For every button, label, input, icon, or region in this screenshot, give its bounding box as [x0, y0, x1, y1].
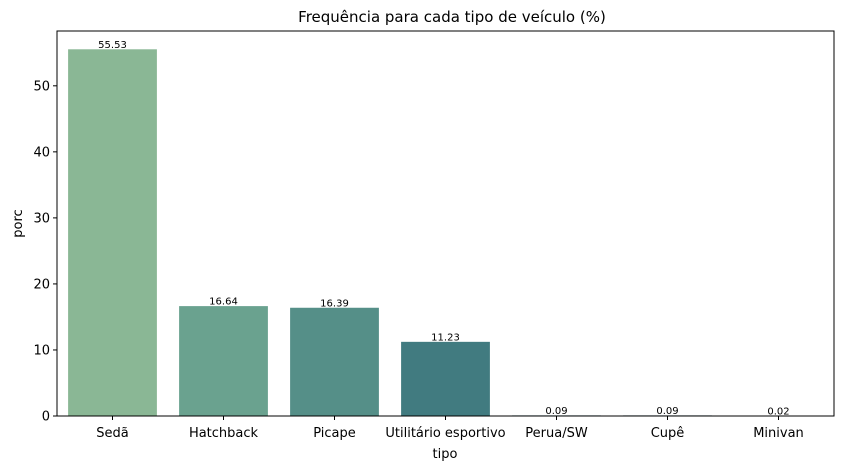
bar-value-label-0: 55.53	[98, 40, 127, 51]
x-tick-label-4: Perua/SW	[525, 426, 588, 441]
bar-value-label-2: 16.39	[320, 298, 349, 309]
bar-value-label-6: 0.02	[767, 406, 789, 417]
x-tick-label-1: Hatchback	[189, 426, 259, 441]
x-tick-label-0: Sedã	[96, 426, 128, 441]
bars-layer	[68, 49, 823, 417]
y-tick-label-0: 0	[42, 410, 50, 425]
bar-1	[179, 306, 268, 416]
x-tick-label-6: Minivan	[753, 426, 804, 441]
bar-2	[290, 307, 379, 416]
y-tick-label-2: 20	[33, 277, 50, 292]
plot-frame	[56, 30, 835, 417]
y-tick-label-4: 40	[33, 145, 50, 160]
x-axis-ticks: Sedã Hatchback Picape Utilitário esportivo P…	[96, 416, 804, 441]
y-axis-ticks: 0 10 20 30 40 50	[33, 79, 57, 425]
x-tick-label-5: Cupê	[651, 426, 685, 441]
y-tick-label-3: 30	[33, 211, 50, 226]
y-axis-label: porc	[11, 209, 26, 237]
bar-value-label-1: 16.64	[209, 297, 238, 308]
x-axis-label: tipo	[433, 447, 458, 462]
chart-title: Frequência para cada tipo de veículo (%)	[298, 8, 606, 26]
bar-0	[68, 49, 157, 417]
y-tick-label-1: 10	[33, 343, 50, 358]
bar-value-label-4: 0.09	[545, 406, 567, 417]
y-tick-label-5: 50	[33, 79, 50, 94]
bar-value-label-5: 0.09	[656, 406, 678, 417]
x-tick-label-2: Picape	[313, 426, 356, 441]
bar-value-label-3: 11.23	[431, 332, 460, 343]
data-labels-layer: 55.53 16.64 16.39 11.23 0.09 0.09 0.02	[98, 40, 789, 418]
x-tick-label-3: Utilitário esportivo	[385, 426, 505, 441]
bar-3	[401, 341, 490, 416]
